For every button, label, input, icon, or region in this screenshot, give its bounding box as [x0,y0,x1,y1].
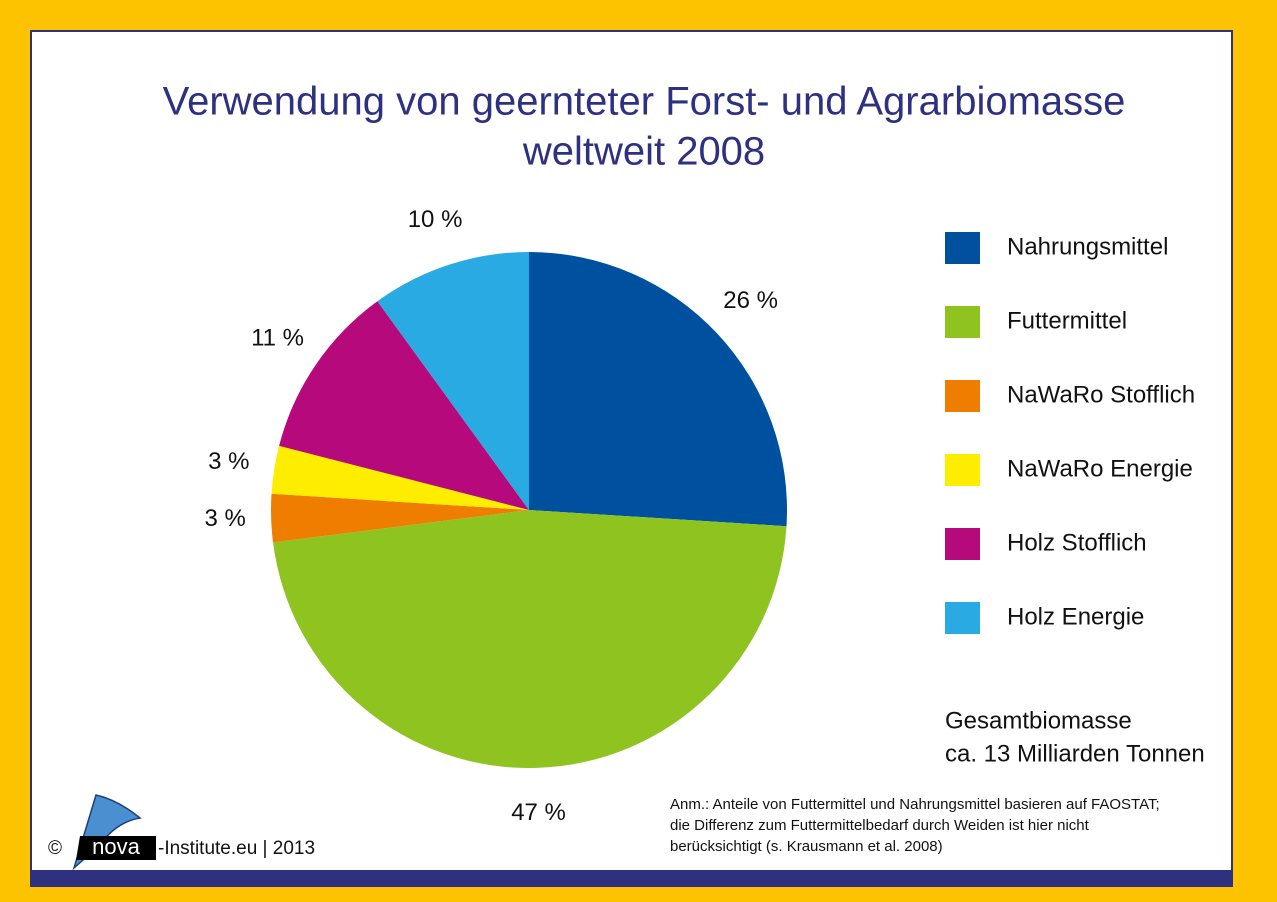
legend-label: Holz Stofflich [1007,529,1147,556]
data-label: 11 % [251,324,304,351]
logo-text: nova [92,834,140,859]
legend-label: Nahrungsmittel [1007,233,1168,260]
legend-label: Futtermittel [1007,307,1127,334]
pie-slice [279,301,529,510]
data-label: 26 % [723,287,778,314]
legend-swatch [945,602,980,634]
footnote: berücksichtigt (s. Krausmann et al. 2008… [670,838,943,855]
pie-slice [377,252,529,510]
logo: nova [72,794,156,871]
chart-title: weltweit 2008 [522,130,765,174]
pie-slice [271,493,529,543]
logo-box [76,836,156,860]
data-label: 10 % [408,206,463,233]
bottom-bar [31,870,1232,886]
data-label: 3 % [208,448,249,475]
data-label: 3 % [204,505,245,532]
pie-slice [271,445,529,510]
pie-slice [273,510,787,769]
legend-swatch [945,528,980,560]
total-note: ca. 13 Milliarden Tonnen [945,740,1205,767]
legend-swatch [945,380,980,412]
legend-label: NaWaRo Stofflich [1007,381,1195,408]
legend-swatch [945,306,980,338]
data-label: 47 % [511,799,566,826]
footer-text: -Institute.eu | 2013 [158,838,315,859]
total-note: Gesamtbiomasse [945,707,1132,734]
copyright: © [48,838,62,859]
legend-swatch [945,232,980,264]
legend-swatch [945,454,980,486]
footnote: die Differenz zum Futtermittelbedarf dur… [670,817,1090,834]
footnote: Anm.: Anteile von Futtermittel und Nahru… [670,796,1160,813]
chart-title: Verwendung von geernteter Forst- und Agr… [163,80,1126,124]
pie-slice [529,252,787,527]
legend-label: Holz Energie [1007,603,1144,630]
legend-label: NaWaRo Energie [1007,455,1193,482]
